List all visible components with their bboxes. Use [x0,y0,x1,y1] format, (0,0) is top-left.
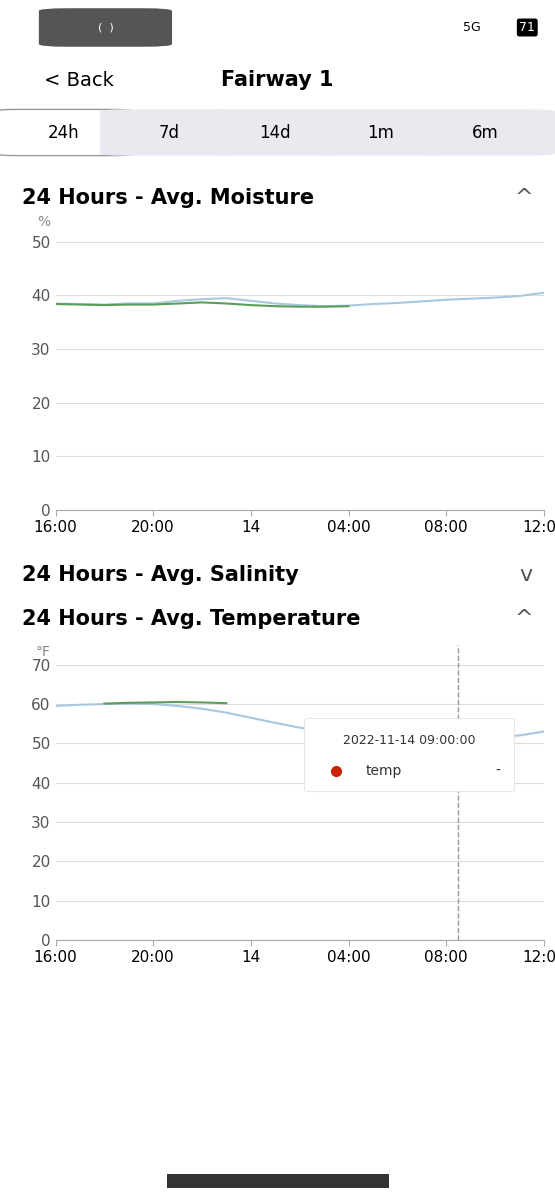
FancyBboxPatch shape [416,109,555,156]
Text: 71: 71 [519,20,535,34]
Text: °F: °F [36,646,51,659]
Text: 6m: 6m [472,124,499,142]
FancyBboxPatch shape [205,109,344,156]
Text: < Back: < Back [44,71,114,90]
Text: 14d: 14d [259,124,290,142]
FancyBboxPatch shape [305,719,514,792]
Text: 2022-11-14 09:00:00: 2022-11-14 09:00:00 [344,733,476,746]
FancyBboxPatch shape [100,109,239,156]
Text: 7d: 7d [159,124,180,142]
Text: 1m: 1m [367,124,393,142]
Text: 5G: 5G [463,20,481,34]
Text: 24 Hours - Avg. Temperature: 24 Hours - Avg. Temperature [22,608,361,629]
Text: Fairway 1: Fairway 1 [221,70,334,90]
Text: 24h: 24h [48,124,79,142]
Text: v: v [519,565,533,584]
Text: temp: temp [366,764,402,778]
Text: %: % [38,215,51,229]
Text: ^: ^ [514,608,533,629]
Text: -: - [495,764,500,778]
Text: 24 Hours - Avg. Salinity: 24 Hours - Avg. Salinity [22,565,299,584]
FancyBboxPatch shape [311,109,450,156]
Text: ^: ^ [514,187,533,208]
FancyBboxPatch shape [39,8,172,47]
Text: 24 Hours - Avg. Moisture: 24 Hours - Avg. Moisture [22,187,314,208]
FancyBboxPatch shape [100,1169,455,1193]
FancyBboxPatch shape [0,109,133,156]
Text: (  ): ( ) [98,23,113,32]
